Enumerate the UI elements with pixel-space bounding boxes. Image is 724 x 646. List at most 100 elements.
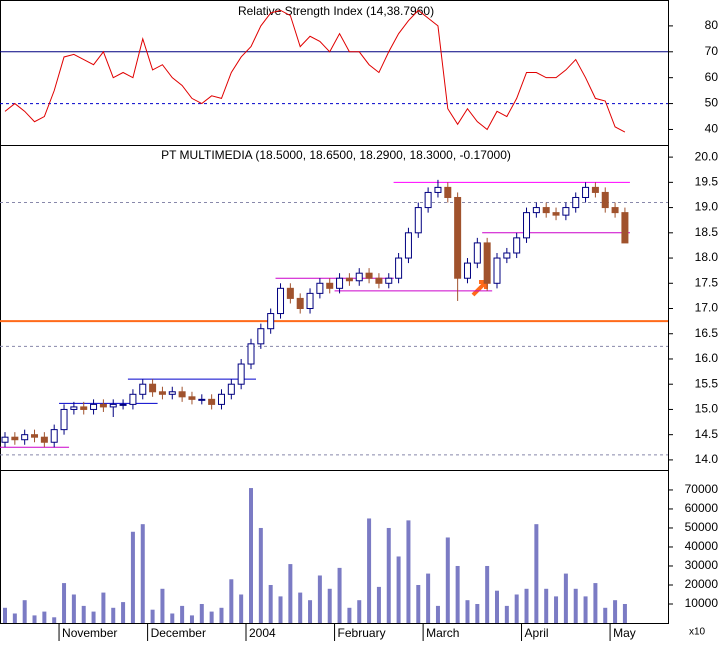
candle-body — [473, 242, 481, 264]
candle-body — [591, 186, 599, 193]
candle-body — [21, 434, 29, 441]
volume-bar — [81, 605, 86, 623]
rsi-title: Relative Strength Index (14,38.7960) — [238, 4, 434, 18]
candle-body — [365, 272, 373, 279]
candle-body — [267, 313, 275, 330]
candle-body — [198, 398, 206, 401]
candle-body — [552, 212, 560, 216]
candle-body — [572, 196, 580, 209]
candle-body — [523, 212, 531, 239]
volume-bar — [357, 600, 362, 623]
y-tick-label: 17.5 — [695, 275, 719, 289]
volume-bar — [396, 556, 401, 623]
y-tick-label: 18.0 — [695, 250, 719, 264]
candle-body — [483, 242, 491, 284]
y-tick-label: 30000 — [685, 558, 719, 572]
x-tick-label: 2004 — [249, 626, 276, 640]
candle-body — [158, 391, 166, 395]
candle-body — [463, 262, 471, 279]
volume-bar — [416, 584, 421, 623]
volume-bar — [308, 600, 313, 623]
candle-body — [424, 191, 432, 209]
candle-body — [513, 237, 521, 254]
volume-bar — [593, 583, 598, 623]
candle-body — [188, 396, 196, 400]
y-tick-label: 15.5 — [695, 376, 719, 390]
volume-bar — [219, 607, 224, 623]
candle-body — [40, 436, 48, 443]
volume-bar — [544, 588, 549, 623]
candle-body — [611, 207, 619, 214]
volume-bar — [150, 609, 155, 623]
candle-body — [1, 436, 9, 443]
volume-bar — [209, 611, 214, 623]
volume-bar — [524, 588, 529, 623]
y-tick-label: 20000 — [685, 577, 719, 591]
volume-bar — [91, 611, 96, 623]
candle-body — [355, 272, 363, 282]
candle-body — [582, 186, 590, 198]
candle-body — [444, 186, 452, 198]
y-tick-label: 40 — [705, 122, 719, 136]
volume-bar — [32, 615, 37, 623]
volume-bar — [426, 573, 431, 623]
y-tick-label: 18.5 — [695, 225, 719, 239]
volume-bar — [504, 605, 509, 623]
candle-body — [109, 403, 117, 408]
volume-bar — [298, 592, 303, 623]
volume-bar — [337, 567, 342, 623]
y-tick-label: 20.0 — [695, 149, 719, 163]
y-tick-label: 16.5 — [695, 326, 719, 340]
candle-body — [562, 207, 570, 216]
y-tick-label: 70 — [705, 44, 719, 58]
candle-body — [217, 393, 225, 405]
volume-bar — [278, 596, 283, 623]
volume-bar — [455, 565, 460, 623]
candle-body — [316, 282, 324, 294]
candle-body — [454, 196, 462, 279]
volume-bar — [22, 600, 27, 623]
volume-bar — [367, 518, 372, 623]
volume-bar — [376, 586, 381, 623]
volume-bar — [406, 520, 411, 623]
candle-body — [414, 207, 422, 234]
y-tick-label: 17.0 — [695, 301, 719, 315]
candle-body — [11, 436, 19, 441]
candle-body — [208, 398, 216, 405]
volume-bar — [288, 564, 293, 623]
volume-bar — [239, 594, 244, 623]
candle-body — [50, 429, 58, 443]
volume-bar — [435, 605, 440, 623]
candle-body — [70, 406, 78, 410]
x-tick-label: April — [525, 626, 549, 640]
candle-body — [80, 406, 88, 410]
volume-bar — [180, 605, 185, 623]
volume-bar — [445, 537, 450, 623]
volume-bar — [140, 524, 145, 623]
volume-bar — [514, 594, 519, 623]
volume-bar — [71, 594, 76, 623]
y-tick-label: 16.0 — [695, 351, 719, 365]
volume-bar — [229, 579, 234, 623]
volume-bar — [111, 607, 116, 623]
candle-body — [286, 287, 294, 299]
y-tick-label: 50 — [705, 96, 719, 110]
y-tick-label: 70000 — [685, 482, 719, 496]
candle-body — [168, 391, 176, 395]
volume-bar — [249, 488, 253, 623]
candle-body — [375, 277, 383, 284]
candle-body — [542, 207, 550, 214]
candle-body — [257, 328, 265, 345]
candle-body — [227, 383, 235, 395]
candle-body — [247, 343, 255, 365]
volume-bar — [386, 527, 391, 623]
y-tick-label: 19.5 — [695, 175, 719, 189]
y-tick-label: 15.0 — [695, 402, 719, 416]
volume-bar — [554, 596, 559, 623]
candle-body — [139, 383, 147, 395]
volume-bar — [583, 596, 588, 623]
x-tick-label: May — [613, 626, 636, 640]
candle-body — [306, 292, 314, 310]
candle-body — [99, 403, 107, 408]
